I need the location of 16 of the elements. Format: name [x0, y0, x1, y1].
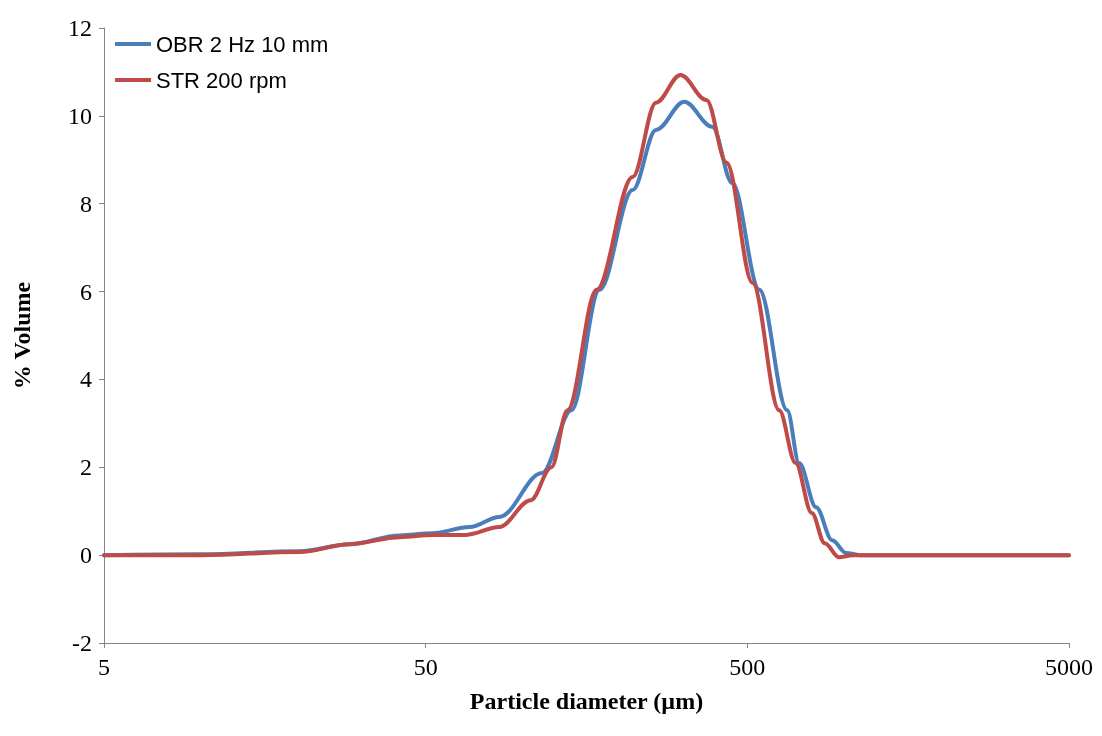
x-tick-label: 500	[729, 654, 766, 680]
y-tick-label: 10	[68, 102, 92, 129]
y-axis-title: % Volume	[9, 281, 35, 390]
y-tick-label: 8	[80, 190, 92, 217]
y-tick-label: -2	[72, 630, 92, 656]
y-tick-label: 0	[80, 542, 92, 569]
x-tick-label: 50	[413, 654, 438, 680]
x-tick-label: 5	[98, 654, 110, 680]
y-tick-label: 6	[80, 278, 92, 305]
legend-label: STR 200 rpm	[156, 67, 287, 93]
legend-label: OBR 2 Hz 10 mm	[156, 31, 329, 57]
x-tick-label: 5000	[1045, 654, 1093, 680]
y-tick-label: 4	[80, 366, 92, 393]
y-tick-label: 2	[80, 454, 92, 481]
y-tick-label: 12	[68, 15, 92, 41]
x-axis-title: Particle diameter (µm)	[469, 688, 704, 714]
